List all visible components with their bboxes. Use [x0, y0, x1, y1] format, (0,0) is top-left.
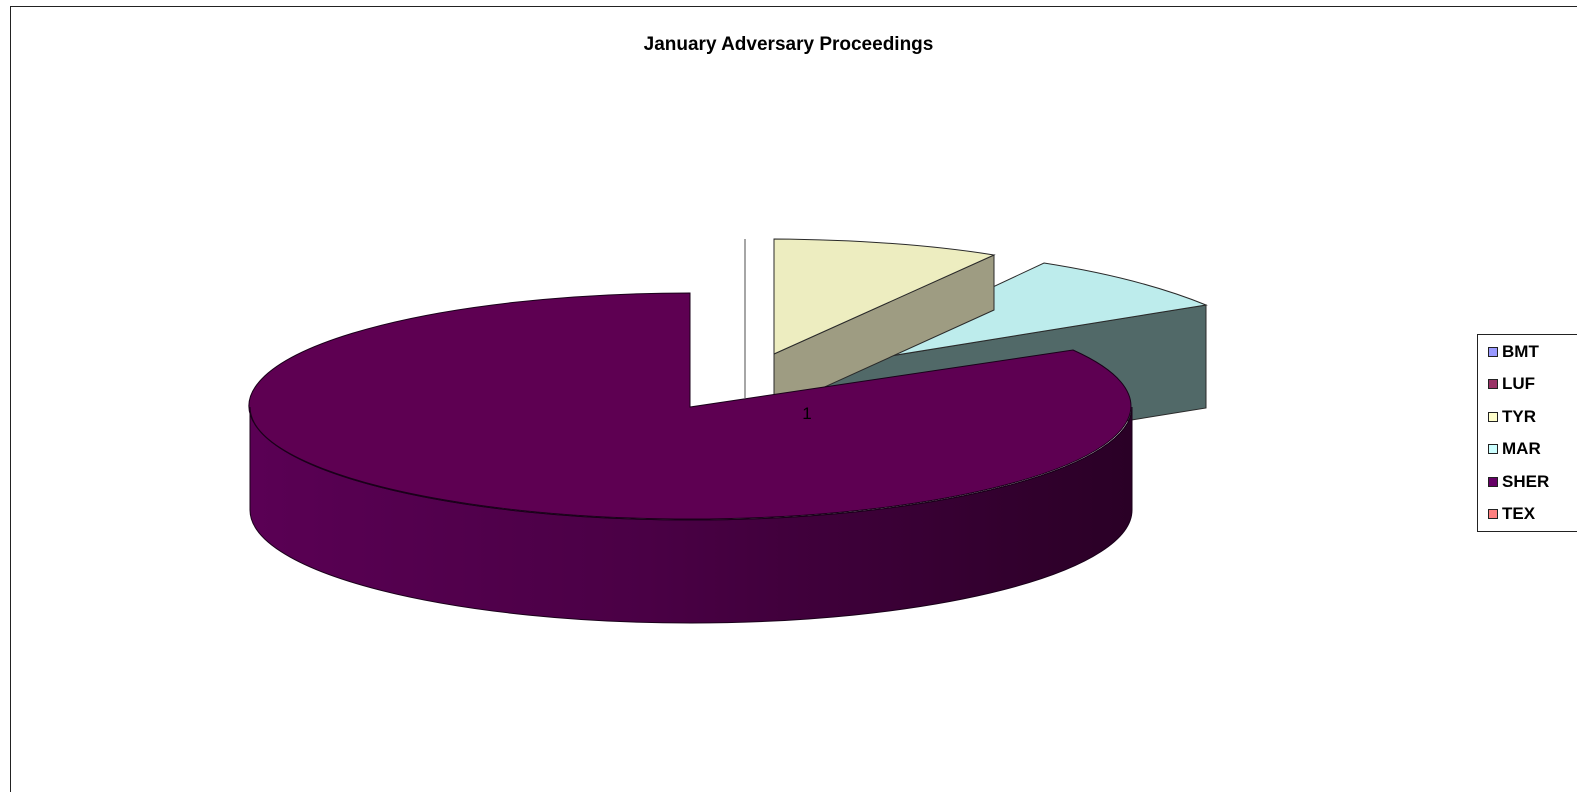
- legend-label-mar: MAR: [1502, 439, 1541, 458]
- legend-item-sher: SHER: [1488, 470, 1549, 494]
- legend-swatch-sher: [1488, 477, 1498, 487]
- chart-area: [10, 6, 1577, 792]
- sher-top: [248, 292, 1132, 520]
- legend-swatch-tyr: [1488, 412, 1498, 422]
- legend: BMT LUF TYR MAR SHER TEX: [1477, 334, 1577, 532]
- legend-label-tex: TEX: [1502, 504, 1536, 523]
- data-label-sher: 1: [802, 404, 811, 423]
- legend-item-bmt: BMT: [1488, 340, 1539, 364]
- legend-swatch-mar: [1488, 444, 1498, 454]
- legend-label-sher: SHER: [1502, 472, 1550, 491]
- legend-swatch-bmt: [1488, 347, 1498, 357]
- legend-label-bmt: BMT: [1502, 342, 1539, 361]
- tyr-top: [773, 238, 996, 355]
- legend-item-tyr: TYR: [1488, 405, 1536, 429]
- legend-item-luf: LUF: [1488, 372, 1535, 396]
- chart-title: January Adversary Proceedings: [643, 34, 934, 55]
- legend-swatch-luf: [1488, 379, 1498, 389]
- legend-item-mar: MAR: [1488, 437, 1541, 461]
- pie-slice-sher: [248, 292, 1133, 624]
- legend-label-luf: LUF: [1502, 374, 1536, 393]
- legend-label-tyr: TYR: [1502, 407, 1536, 426]
- legend-swatch-tex: [1488, 509, 1498, 519]
- legend-item-tex: TEX: [1488, 502, 1535, 526]
- pie-slice-tyr: [773, 238, 996, 411]
